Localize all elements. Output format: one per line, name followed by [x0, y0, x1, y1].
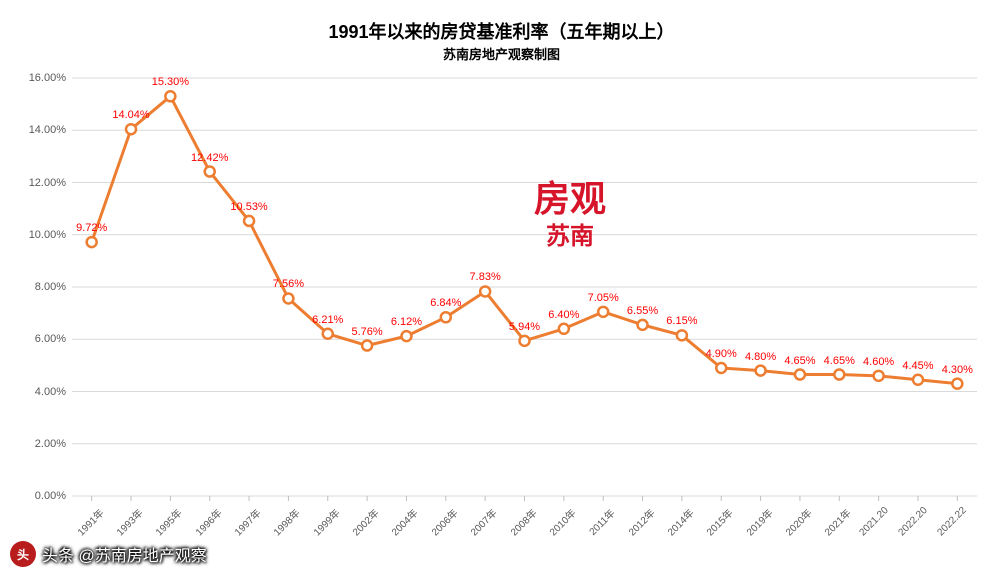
data-point [952, 379, 962, 389]
data-point [323, 329, 333, 339]
data-point [441, 312, 451, 322]
data-point [638, 320, 648, 330]
data-point-label: 12.42% [191, 152, 228, 164]
data-point [834, 370, 844, 380]
data-point-label: 4.90% [706, 348, 737, 360]
source-attribution: 头 头条 @苏南房地产观察 [10, 541, 207, 567]
data-point-label: 6.15% [666, 315, 697, 327]
data-point-label: 14.04% [112, 109, 149, 121]
y-tick-label: 6.00% [35, 333, 66, 345]
y-tick-label: 0.00% [35, 490, 66, 502]
data-point-label: 10.53% [230, 201, 267, 213]
data-point-label: 4.60% [863, 356, 894, 368]
data-point [677, 330, 687, 340]
data-point [165, 91, 175, 101]
y-tick-label: 12.00% [29, 177, 66, 189]
data-point-label: 7.05% [588, 292, 619, 304]
data-point [401, 331, 411, 341]
data-point-label: 4.45% [902, 360, 933, 372]
data-point [205, 167, 215, 177]
data-point [913, 375, 923, 385]
data-point [598, 307, 608, 317]
data-point [795, 370, 805, 380]
data-point-label: 6.55% [627, 305, 658, 317]
data-point [520, 336, 530, 346]
y-tick-label: 16.00% [29, 72, 66, 84]
data-point [480, 286, 490, 296]
data-point-label: 4.30% [942, 364, 973, 376]
y-tick-label: 10.00% [29, 229, 66, 241]
chart-plot-area [0, 0, 1003, 575]
data-point [87, 237, 97, 247]
data-point-label: 4.65% [784, 355, 815, 367]
data-point-label: 7.83% [470, 271, 501, 283]
data-point-label: 4.80% [745, 351, 776, 363]
y-tick-label: 4.00% [35, 386, 66, 398]
data-point [756, 366, 766, 376]
data-point [244, 216, 254, 226]
data-point-label: 6.84% [430, 297, 461, 309]
data-point [716, 363, 726, 373]
data-point-label: 5.76% [351, 326, 382, 338]
data-point-label: 7.56% [273, 278, 304, 290]
data-point-label: 6.12% [391, 316, 422, 328]
y-tick-label: 14.00% [29, 124, 66, 136]
data-point [283, 293, 293, 303]
y-tick-label: 8.00% [35, 281, 66, 293]
data-point-label: 9.72% [76, 222, 107, 234]
data-point-label: 5.94% [509, 321, 540, 333]
data-point [362, 341, 372, 351]
source-avatar-icon: 头 [10, 541, 36, 567]
data-point-label: 4.65% [824, 355, 855, 367]
y-tick-label: 2.00% [35, 438, 66, 450]
data-point [126, 124, 136, 134]
data-point-label: 15.30% [152, 76, 189, 88]
source-attribution-text: 头条 @苏南房地产观察 [42, 542, 207, 566]
data-point [874, 371, 884, 381]
data-point-label: 6.21% [312, 314, 343, 326]
data-point [559, 324, 569, 334]
data-point-label: 6.40% [548, 309, 579, 321]
